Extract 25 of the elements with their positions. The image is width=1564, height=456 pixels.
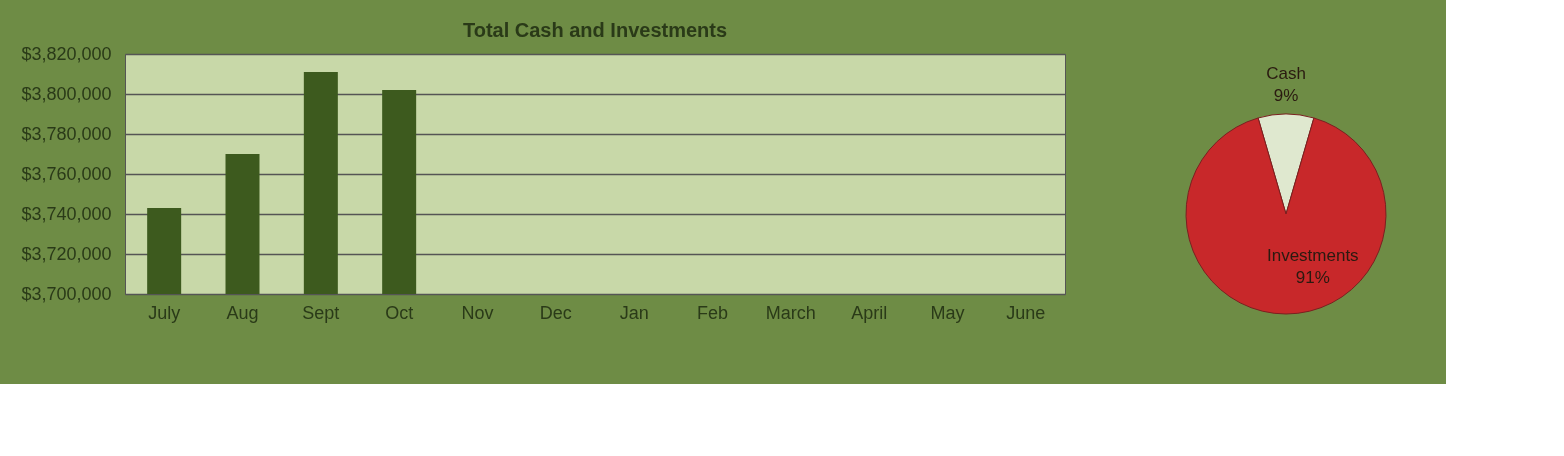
data-label: 91% — [1295, 268, 1330, 288]
slice-label: Cash — [1266, 64, 1306, 83]
x-tick-label: Oct — [385, 302, 414, 323]
y-tick-label: $3,740,000 — [21, 203, 112, 224]
x-tick-label: Jan — [619, 302, 649, 323]
x-tick-label: June — [1006, 302, 1046, 323]
pie-slice — [1185, 117, 1387, 315]
y-tick-label: $3,700,000 — [21, 283, 112, 304]
x-tick-label: Nov — [461, 302, 494, 323]
x-tick-label: Aug — [226, 302, 259, 323]
slice-label: Investments — [1266, 246, 1359, 266]
y-tick-label: $3,720,000 — [21, 243, 112, 264]
x-tick-label: Dec — [539, 302, 572, 323]
chart-title: Total Cash and Investments — [462, 19, 728, 41]
x-tick-label: Feb — [696, 302, 729, 323]
y-tick-label: $3,760,000 — [21, 163, 112, 184]
x-tick-label: April — [851, 302, 888, 323]
x-tick-label: July — [148, 302, 181, 323]
x-tick-label: March — [765, 302, 816, 323]
x-tick-label: May — [930, 302, 965, 323]
data-label: 9% — [1273, 86, 1299, 105]
y-tick-label: $3,820,000 — [21, 43, 112, 64]
y-tick-label: $3,780,000 — [21, 123, 112, 144]
x-tick-label: Sept — [302, 302, 340, 323]
y-tick-label: $3,800,000 — [21, 83, 112, 104]
